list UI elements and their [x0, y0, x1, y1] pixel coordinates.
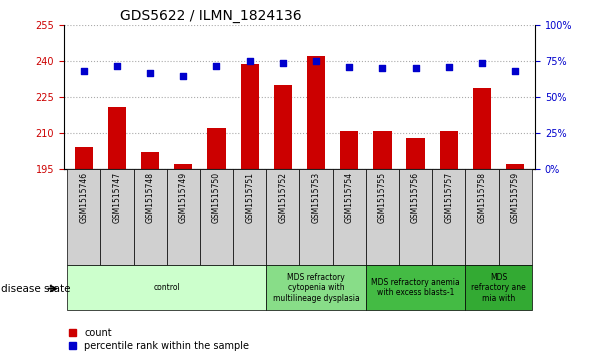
Bar: [366, 169, 399, 265]
Text: GSM1515757: GSM1515757: [444, 172, 453, 223]
Bar: [100, 169, 134, 265]
Bar: [207, 128, 226, 169]
Point: [112, 63, 122, 69]
Text: GSM1515753: GSM1515753: [311, 172, 320, 223]
Point: [245, 58, 255, 64]
Bar: [473, 87, 491, 169]
Bar: [108, 107, 126, 169]
Bar: [340, 131, 358, 169]
Text: GSM1515759: GSM1515759: [511, 172, 520, 223]
Point: [378, 65, 387, 71]
Text: GSM1515749: GSM1515749: [179, 172, 188, 223]
Point: [278, 60, 288, 66]
Point: [145, 70, 155, 76]
Bar: [174, 164, 192, 169]
Text: GSM1515756: GSM1515756: [411, 172, 420, 223]
Text: control: control: [153, 283, 180, 292]
Point: [444, 64, 454, 70]
Bar: [333, 169, 366, 265]
Bar: [67, 169, 100, 265]
Point: [212, 63, 221, 69]
Bar: [299, 169, 333, 265]
Text: MDS refractory anemia
with excess blasts-1: MDS refractory anemia with excess blasts…: [371, 278, 460, 297]
Text: MDS refractory
cytopenia with
multilineage dysplasia: MDS refractory cytopenia with multilinea…: [272, 273, 359, 303]
Text: disease state: disease state: [1, 284, 71, 294]
Bar: [75, 147, 93, 169]
Bar: [167, 169, 200, 265]
Bar: [241, 64, 259, 169]
Bar: [266, 265, 366, 310]
Text: GSM1515746: GSM1515746: [79, 172, 88, 223]
Bar: [233, 169, 266, 265]
Text: MDS
refractory ane
mia with: MDS refractory ane mia with: [471, 273, 526, 303]
Bar: [465, 265, 532, 310]
Bar: [407, 138, 425, 169]
Bar: [67, 265, 266, 310]
Legend: count, percentile rank within the sample: count, percentile rank within the sample: [69, 328, 249, 351]
Bar: [141, 152, 159, 169]
Point: [510, 68, 520, 74]
Text: GSM1515754: GSM1515754: [345, 172, 354, 223]
Bar: [499, 169, 532, 265]
Text: GSM1515750: GSM1515750: [212, 172, 221, 223]
Point: [79, 68, 89, 74]
Bar: [399, 169, 432, 265]
Bar: [307, 57, 325, 169]
Point: [311, 58, 321, 64]
Point: [411, 65, 421, 71]
Bar: [266, 169, 299, 265]
Text: GSM1515755: GSM1515755: [378, 172, 387, 223]
Bar: [134, 169, 167, 265]
Bar: [440, 131, 458, 169]
Point: [344, 64, 354, 70]
Bar: [506, 164, 524, 169]
Text: GSM1515747: GSM1515747: [112, 172, 122, 223]
Bar: [200, 169, 233, 265]
Text: GSM1515748: GSM1515748: [146, 172, 154, 223]
Bar: [432, 169, 465, 265]
Text: GSM1515752: GSM1515752: [278, 172, 288, 223]
Bar: [274, 85, 292, 169]
Bar: [373, 131, 392, 169]
Text: GSM1515751: GSM1515751: [245, 172, 254, 223]
Point: [178, 73, 188, 78]
Point: [477, 60, 487, 66]
Bar: [366, 265, 465, 310]
Text: GSM1515758: GSM1515758: [477, 172, 486, 223]
Bar: [465, 169, 499, 265]
Text: GDS5622 / ILMN_1824136: GDS5622 / ILMN_1824136: [120, 9, 302, 23]
